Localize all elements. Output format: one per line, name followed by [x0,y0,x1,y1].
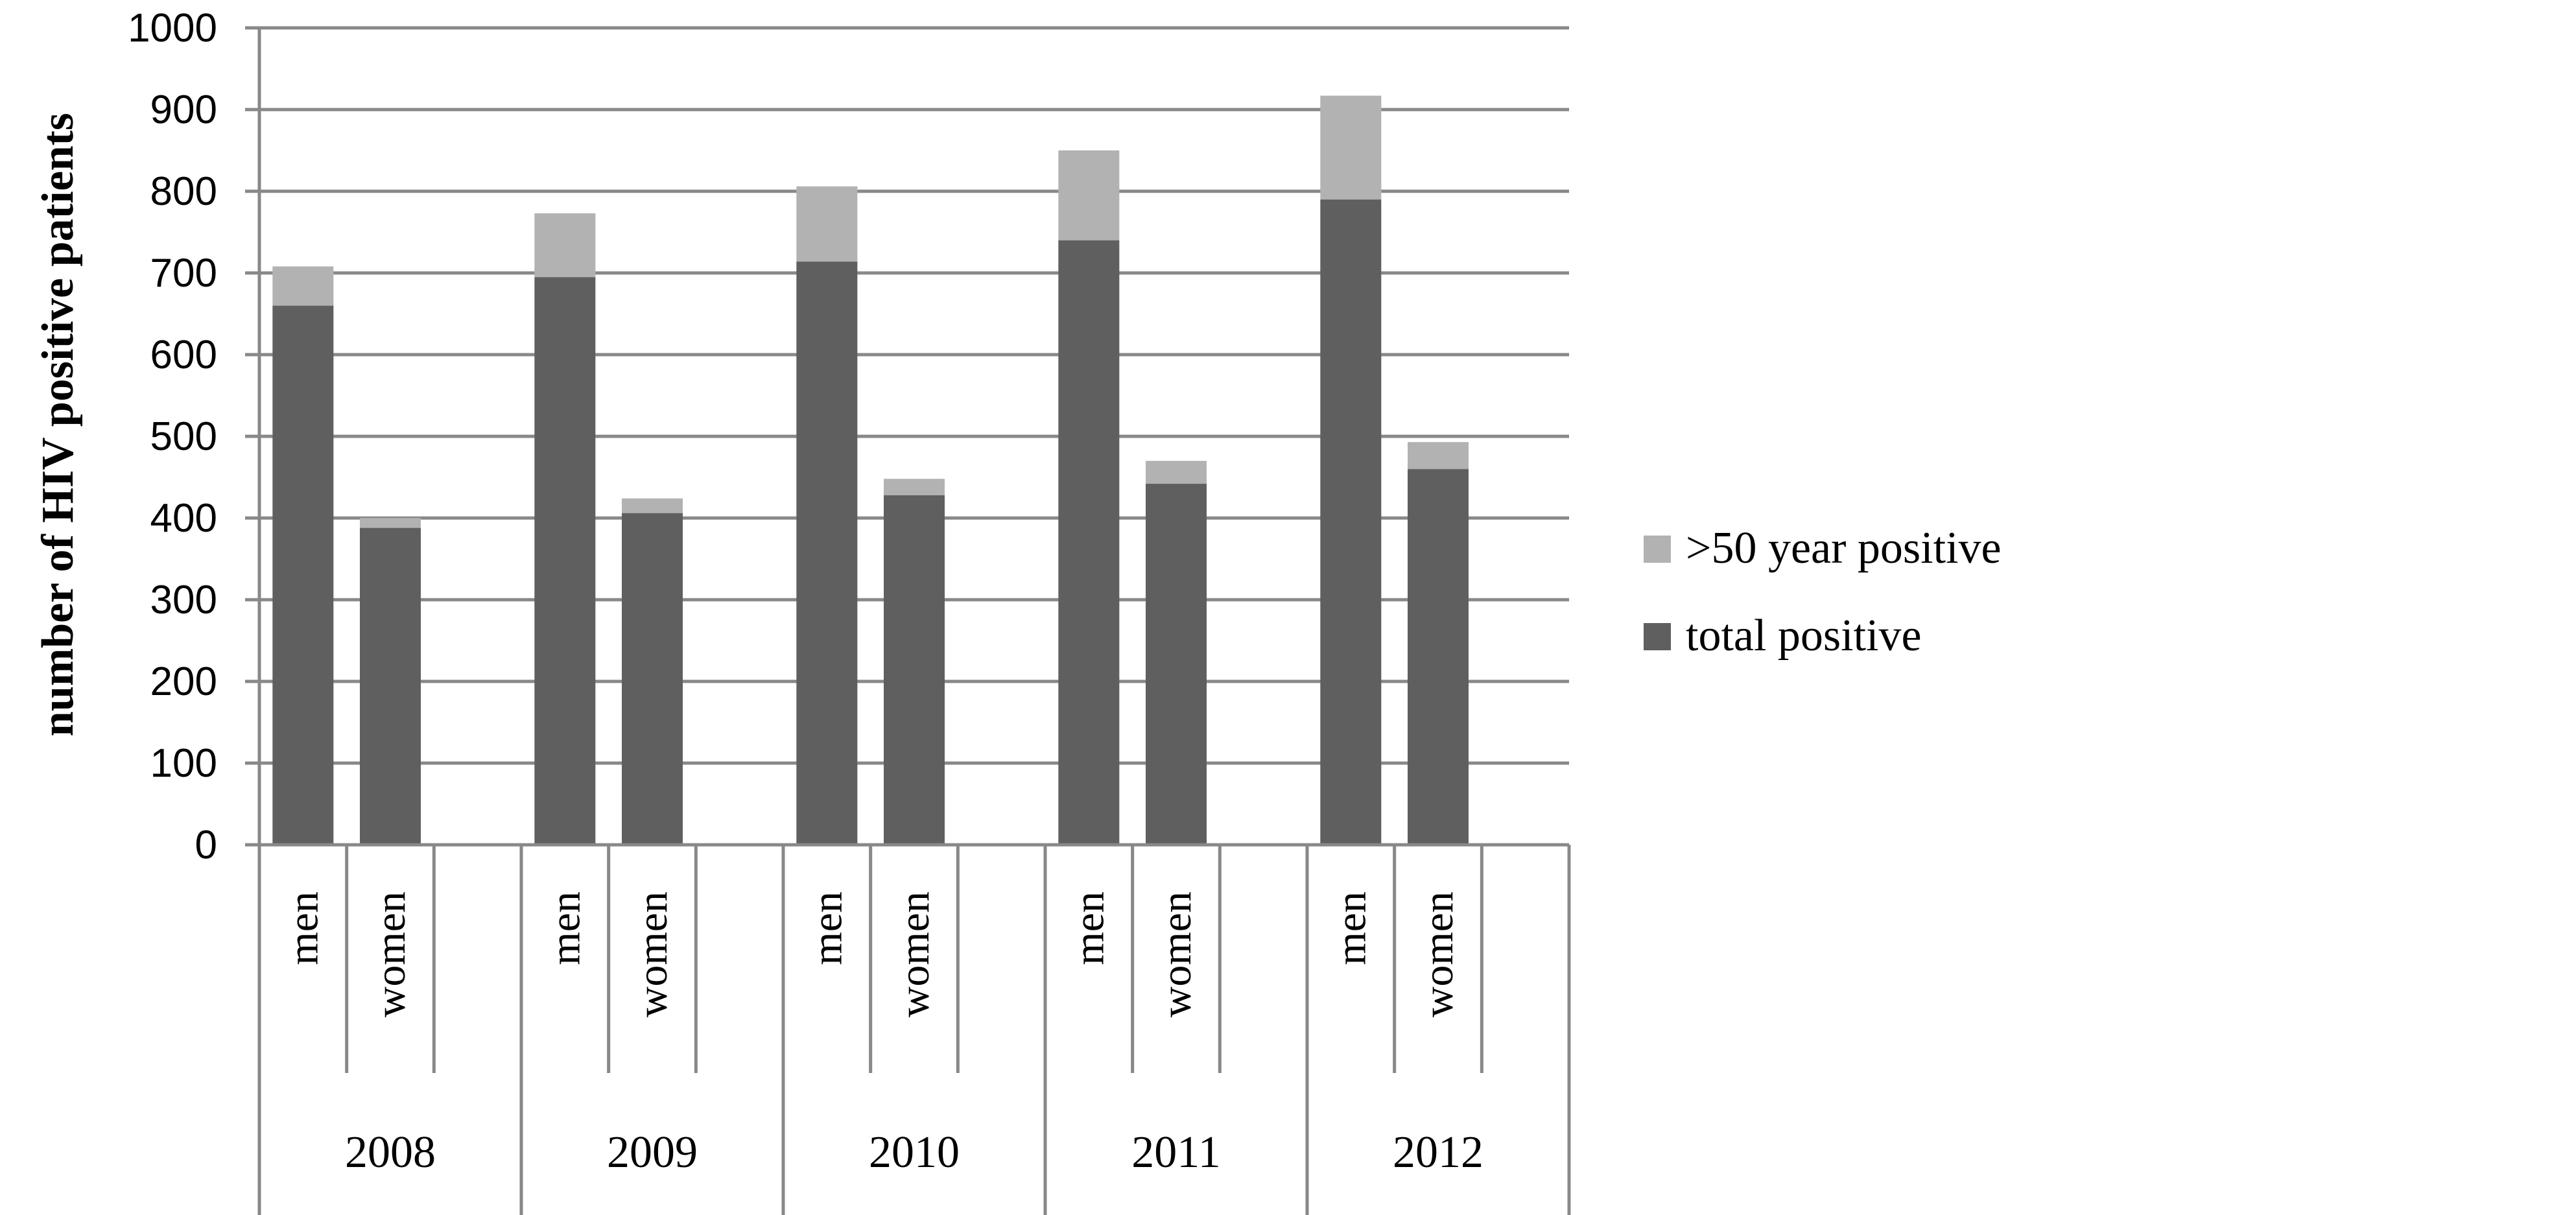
year-label: 2009 [607,1127,698,1177]
bar-segment-over-50-positive [360,518,421,528]
bar-segment-over-50-positive [1408,442,1469,469]
bar-segment-total-positive [534,277,596,845]
year-label: 2010 [869,1127,960,1177]
y-axis-ticks: 0 100 200 300 400 500 600 700 800 900 1000 [128,6,259,867]
category-label: men [803,891,851,965]
bar-segment-total-positive [622,513,683,845]
bar-segment-total-positive [1320,199,1382,845]
bar-segment-total-positive [272,305,334,845]
category-label: women [1153,891,1200,1017]
bar-segment-total-positive [1146,484,1207,845]
bar-segment-total-positive [1408,469,1469,845]
bar-segment-over-50-positive [1146,460,1207,484]
y-tick-label: 600 [150,333,217,377]
category-label: men [1065,891,1113,965]
bar-segment-over-50-positive [622,498,683,513]
legend-label: >50 year positive [1686,523,2002,573]
bar-segment-over-50-positive [534,213,596,277]
year-label: 2012 [1393,1127,1483,1177]
category-label: women [629,891,676,1017]
bar-segment-total-positive [1058,240,1120,845]
bar-segment-over-50-positive [796,186,858,262]
y-axis-title: number of HIV positive patients [33,113,83,737]
category-label: women [1415,891,1462,1017]
gridlines [259,26,1569,765]
category-label: women [367,891,414,1017]
y-tick-label: 300 [150,578,217,622]
category-label: men [1327,891,1375,965]
y-tick-label: 1000 [128,6,217,51]
bar-segment-over-50-positive [272,266,334,306]
y-tick-label: 0 [195,823,217,867]
legend: >50 year positive total positive [1644,523,2002,661]
y-tick-label: 700 [150,251,217,296]
category-label: women [891,891,938,1017]
bars [272,95,1469,845]
y-tick-label: 800 [150,169,217,214]
bar-segment-over-50-positive [1320,95,1382,200]
y-tick-label: 900 [150,88,217,132]
bar-segment-over-50-positive [1058,150,1120,241]
category-label: men [541,891,589,965]
year-label: 2008 [345,1127,436,1177]
y-tick-label: 400 [150,496,217,541]
y-tick-label: 100 [150,741,217,786]
legend-swatch [1644,536,1671,563]
y-tick-label: 200 [150,659,217,704]
legend-label: total positive [1686,611,1922,661]
y-tick-label: 500 [150,414,217,459]
category-label: men [279,891,327,965]
bar-segment-total-positive [796,261,858,845]
year-label: 2011 [1131,1127,1220,1177]
bar-segment-total-positive [884,495,945,845]
legend-swatch [1644,623,1671,650]
bar-segment-total-positive [360,528,421,845]
bar-segment-over-50-positive [884,478,945,495]
